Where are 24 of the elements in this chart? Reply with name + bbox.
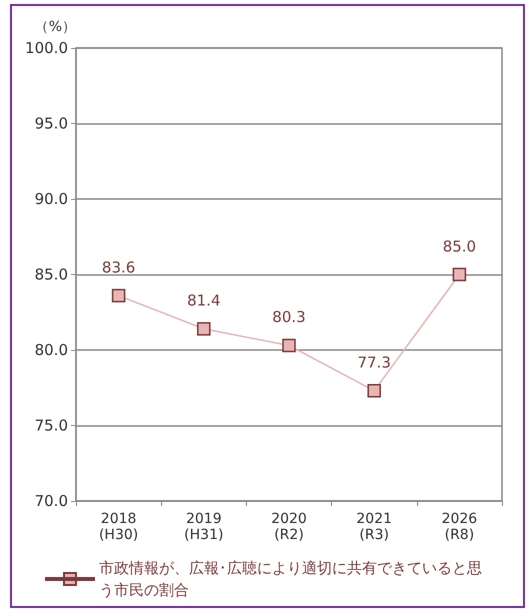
x-tick-label: 2026 (R8) xyxy=(442,511,478,543)
y-tick-label: 100.0 xyxy=(25,39,68,57)
y-tick-label: 95.0 xyxy=(34,114,68,132)
data-label: 83.6 xyxy=(102,258,136,276)
x-tick-label: 2019 (H31) xyxy=(184,511,224,543)
legend-label: 市政情報が、広報･広聴により適切に共有できていると思う市民の割合 xyxy=(99,559,482,599)
y-tick-label: 75.0 xyxy=(34,416,68,434)
y-tick-label: 90.0 xyxy=(34,190,68,208)
point xyxy=(452,268,466,282)
x-tick-label: 2021 (R3) xyxy=(356,511,392,543)
point xyxy=(197,322,211,336)
data-label: 80.3 xyxy=(272,308,306,326)
x-tick-label: 2020 (R2) xyxy=(271,511,307,543)
point xyxy=(112,288,126,302)
data-label: 81.4 xyxy=(187,292,221,310)
data-label: 77.3 xyxy=(357,354,391,372)
y-axis-title: （%） xyxy=(34,19,76,35)
y-tick-label: 85.0 xyxy=(34,266,68,284)
point xyxy=(367,384,381,398)
point xyxy=(282,338,296,352)
y-tick-label: 70.0 xyxy=(34,492,68,510)
x-tick-label: 2018 (H30) xyxy=(98,511,138,543)
y-tick-label: 80.0 xyxy=(34,341,68,359)
data-label: 85.0 xyxy=(442,237,476,256)
